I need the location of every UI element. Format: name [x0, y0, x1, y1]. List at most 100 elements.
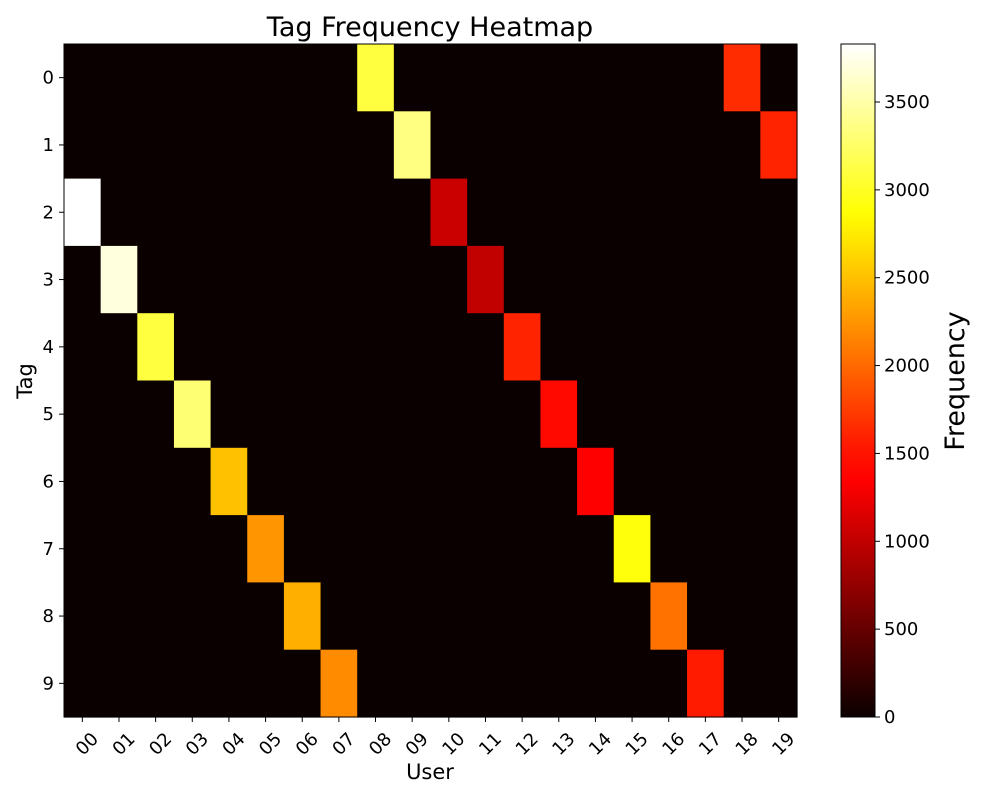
heatmap-cell: [577, 380, 615, 449]
heatmap-cell: [760, 44, 798, 112]
heatmap-cell: [173, 111, 212, 180]
heatmap-cell: [613, 178, 651, 247]
heatmap-cell: [577, 582, 615, 651]
heatmap-cell: [613, 447, 651, 516]
heatmap-cell: [357, 649, 395, 718]
heatmap-cell: [687, 380, 725, 449]
y-tick-label: 1: [43, 135, 54, 156]
heatmap-cell: [650, 649, 688, 718]
heatmap-cell: [467, 447, 505, 516]
heatmap-cell: [283, 178, 322, 247]
x-axis-ticks: 00 01 02 03 04 05 06 07 08 09 10 11 12 13 14 15 16 17 18 19: [72, 717, 799, 760]
heatmap-cell: [577, 313, 615, 382]
heatmap-cell: [173, 380, 212, 449]
heatmap-cell: [393, 313, 432, 382]
heatmap-cell: [100, 313, 138, 382]
heatmap-cell: [613, 111, 651, 180]
heatmap-cell: [540, 447, 578, 516]
heatmap-cell: [64, 44, 102, 112]
heatmap-cell: [137, 447, 175, 516]
heatmap-cell: [687, 582, 725, 651]
heatmap-cell: [540, 380, 578, 449]
heatmap-cell: [650, 447, 688, 516]
heatmap-cell: [283, 515, 322, 583]
colorbar-tick-label: 0: [884, 707, 895, 728]
heatmap-cell: [650, 582, 688, 651]
heatmap-cell: [503, 44, 542, 112]
y-tick-label: 7: [43, 539, 54, 560]
heatmap-cell: [393, 582, 432, 651]
heatmap-cell: [503, 380, 542, 449]
heatmap-cell: [613, 582, 651, 651]
heatmap-cell: [247, 582, 285, 651]
heatmap-cell: [173, 649, 212, 718]
x-tick-label: 14: [585, 729, 616, 760]
heatmap-cell: [687, 313, 725, 382]
heatmap-cell: [723, 649, 761, 718]
heatmap-cell: [430, 582, 468, 651]
heatmap-cell: [723, 245, 761, 314]
heatmap-cell: [687, 447, 725, 516]
heatmap-cell: [64, 245, 102, 314]
heatmap-cell: [357, 245, 395, 314]
chart-title: Tag Frequency Heatmap: [266, 12, 593, 43]
heatmap-cell: [540, 515, 578, 583]
heatmap-cell: [393, 649, 432, 718]
heatmap-cell: [137, 515, 175, 583]
heatmap-cell: [577, 178, 615, 247]
heatmap-cell: [247, 515, 285, 583]
heatmap-cell: [393, 111, 432, 180]
y-tick-label: 9: [43, 673, 54, 694]
heatmap-cell: [540, 313, 578, 382]
heatmap-cells: [64, 44, 798, 718]
heatmap-cell: [577, 649, 615, 718]
colorbar-tick-label: 1500: [884, 443, 930, 464]
heatmap-cell: [723, 447, 761, 516]
x-tick-label: 17: [695, 729, 726, 760]
heatmap-cell: [100, 111, 138, 180]
heatmap-cell: [210, 649, 248, 718]
colorbar-tick-label: 3000: [884, 180, 930, 201]
heatmap-cell: [320, 515, 358, 583]
heatmap-cell: [613, 649, 651, 718]
heatmap-cell: [687, 44, 725, 112]
x-tick-label: 11: [475, 729, 506, 760]
heatmap-cell: [540, 178, 578, 247]
heatmap-cell: [393, 380, 432, 449]
heatmap-cell: [173, 178, 212, 247]
x-tick-label: 18: [732, 729, 763, 760]
heatmap-cell: [173, 245, 212, 314]
heatmap-cell: [760, 582, 798, 651]
heatmap-cell: [64, 447, 102, 516]
heatmap-cell: [283, 649, 322, 718]
heatmap-cell: [64, 649, 102, 718]
heatmap-cell: [393, 178, 432, 247]
heatmap-cell: [503, 447, 542, 516]
heatmap-cell: [64, 515, 102, 583]
heatmap-cell: [100, 447, 138, 516]
heatmap-cell: [503, 178, 542, 247]
heatmap-cell: [210, 582, 248, 651]
x-tick-label: 19: [768, 729, 799, 760]
heatmap-cell: [577, 44, 615, 112]
heatmap-cell: [687, 649, 725, 718]
heatmap-cell: [650, 515, 688, 583]
heatmap-cell: [467, 582, 505, 651]
heatmap-cell: [577, 447, 615, 516]
heatmap-cell: [650, 111, 688, 180]
heatmap-cell: [357, 380, 395, 449]
heatmap-cell: [137, 44, 175, 112]
colorbar-tick-label: 3500: [884, 92, 930, 113]
x-tick-label: 12: [512, 729, 543, 760]
heatmap-cell: [467, 44, 505, 112]
heatmap-cell: [173, 313, 212, 382]
heatmap-cell: [723, 515, 761, 583]
heatmap-cell: [723, 380, 761, 449]
x-tick-label: 04: [218, 729, 249, 760]
heatmap-cell: [540, 245, 578, 314]
colorbar-tick-label: 1000: [884, 531, 930, 552]
heatmap-cell: [613, 380, 651, 449]
heatmap-cell: [100, 649, 138, 718]
x-tick-label: 02: [145, 729, 176, 760]
heatmap-cell: [430, 515, 468, 583]
